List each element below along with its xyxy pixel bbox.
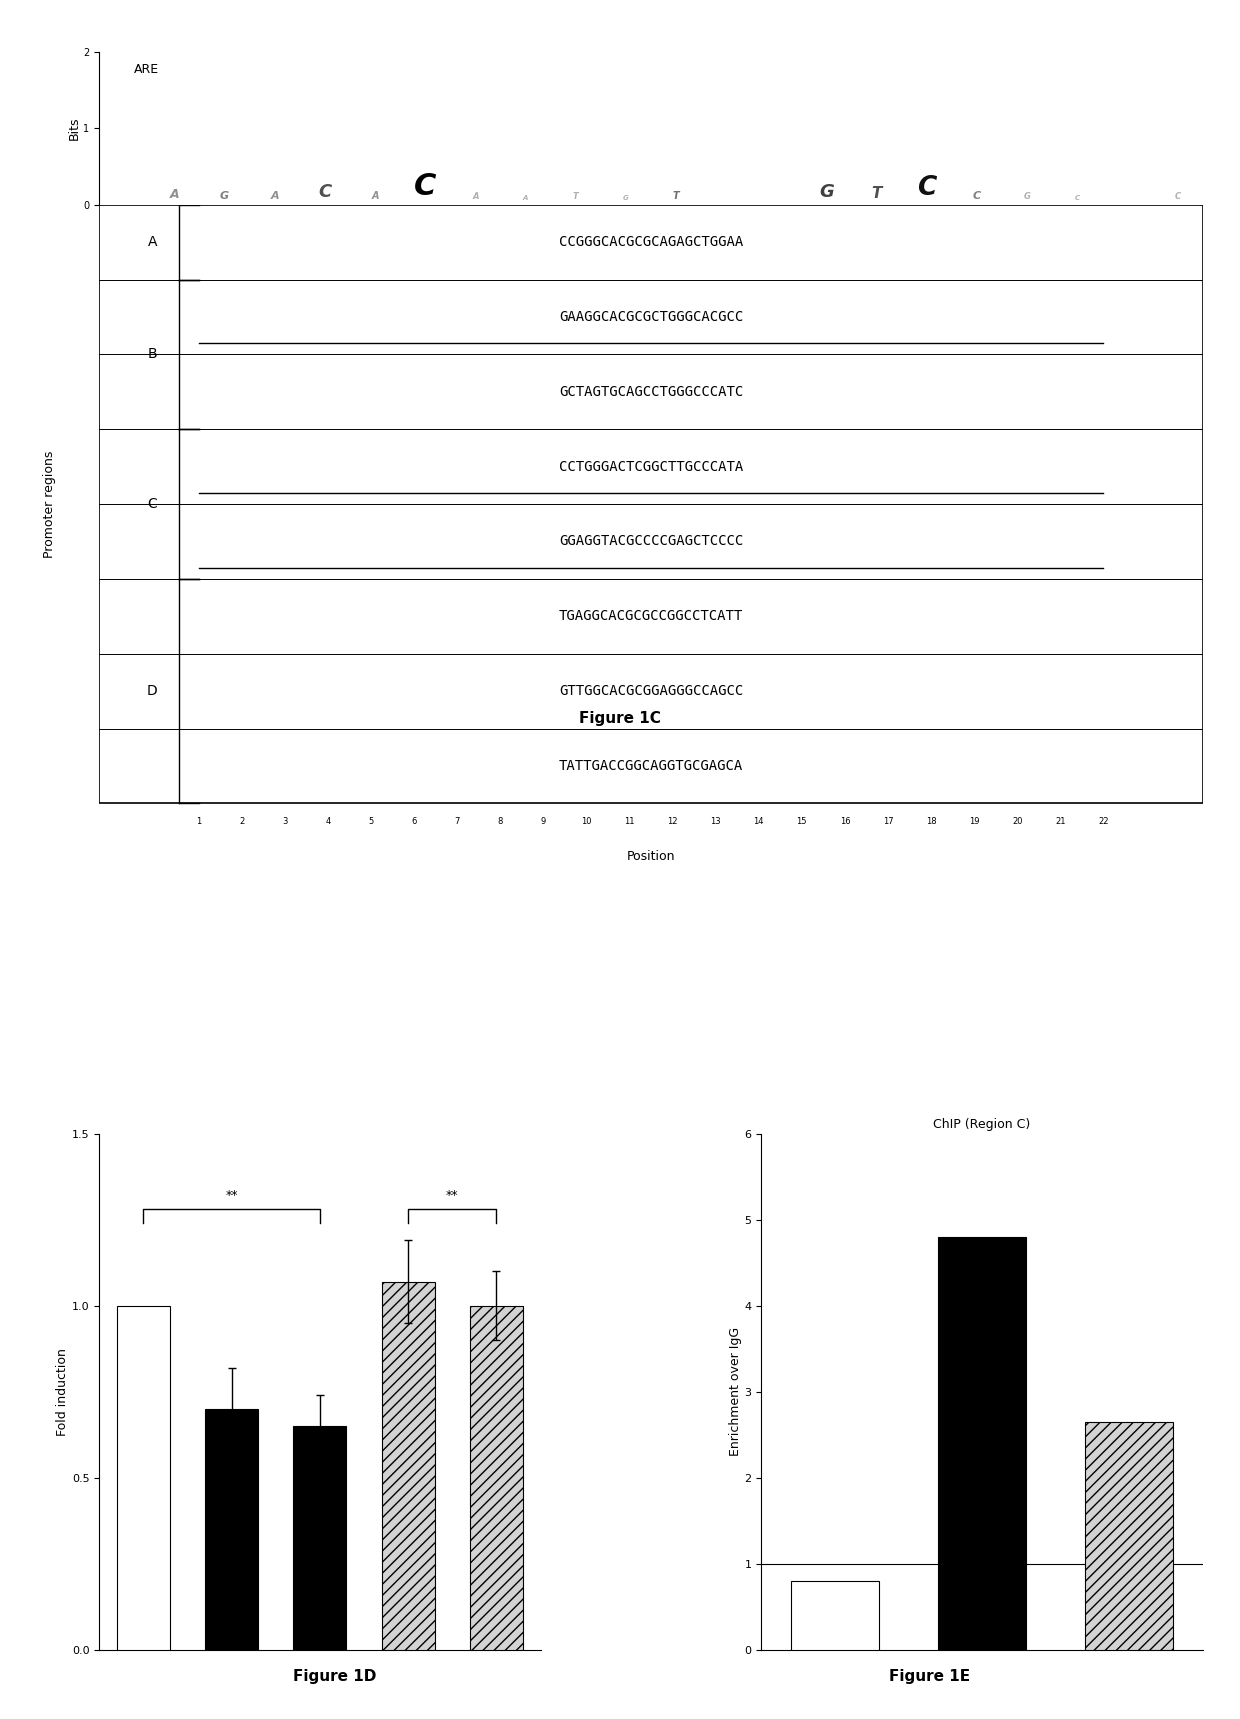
Text: Figure 1E: Figure 1E	[889, 1669, 971, 1683]
Text: CCTGGGACTCGGCTTGCCCATA: CCTGGGACTCGGCTTGCCCATA	[559, 459, 743, 474]
Bar	[791, 1581, 879, 1650]
Text: A: A	[523, 194, 528, 201]
Text: T: T	[872, 186, 882, 201]
Text: 6: 6	[412, 817, 417, 825]
Bar	[99, 205, 1203, 803]
Text: **: **	[446, 1190, 459, 1202]
Text: C: C	[918, 175, 936, 201]
Text: 18: 18	[926, 817, 936, 825]
Text: A: A	[472, 193, 479, 201]
Text: C: C	[1174, 193, 1180, 201]
Text: 16: 16	[839, 817, 851, 825]
Text: TATTGACCGGCAGGTGCGAGCA: TATTGACCGGCAGGTGCGAGCA	[559, 760, 743, 774]
Text: A: A	[170, 187, 180, 201]
Text: A: A	[270, 191, 279, 201]
Text: A: A	[371, 191, 379, 201]
Text: 15: 15	[796, 817, 807, 825]
Text: 1: 1	[196, 817, 201, 825]
Text: Figure 1D: Figure 1D	[293, 1669, 377, 1683]
Text: C: C	[319, 182, 331, 201]
Text: Figure 1C: Figure 1C	[579, 712, 661, 725]
Text: G: G	[219, 191, 229, 201]
Text: **: **	[226, 1190, 238, 1202]
Text: G: G	[622, 194, 629, 201]
Text: GAAGGCACGCGCTGGGCACGCC: GAAGGCACGCGCTGGGCACGCC	[559, 309, 743, 323]
Text: 10: 10	[582, 817, 591, 825]
Text: 9: 9	[541, 817, 546, 825]
Text: C: C	[1075, 194, 1080, 201]
Text: 14: 14	[754, 817, 764, 825]
Text: 4: 4	[325, 817, 330, 825]
Text: D: D	[146, 684, 157, 698]
Text: 5: 5	[368, 817, 373, 825]
Text: Position: Position	[626, 849, 676, 863]
Text: TGAGGCACGCGCCGGCCTCATT: TGAGGCACGCGCCGGCCTCATT	[559, 609, 743, 624]
Text: 19: 19	[968, 817, 980, 825]
Y-axis label: Bits: Bits	[67, 117, 81, 139]
Bar	[937, 1238, 1027, 1650]
Text: B: B	[148, 347, 157, 361]
Text: 12: 12	[667, 817, 678, 825]
Text: G: G	[820, 182, 835, 201]
Bar	[1085, 1422, 1173, 1650]
Text: 17: 17	[883, 817, 893, 825]
Text: 20: 20	[1012, 817, 1023, 825]
Y-axis label: Fold induction: Fold induction	[56, 1348, 69, 1435]
Text: 13: 13	[711, 817, 720, 825]
Text: 11: 11	[624, 817, 635, 825]
Text: T: T	[573, 193, 579, 201]
Text: GCTAGTGCAGCCTGGGCCCATC: GCTAGTGCAGCCTGGGCCCATC	[559, 385, 743, 399]
Text: T: T	[673, 191, 680, 201]
Title: ChIP (Region C): ChIP (Region C)	[934, 1117, 1030, 1131]
Text: GTTGGCACGCGGAGGGCCAGCC: GTTGGCACGCGGAGGGCCAGCC	[559, 684, 743, 698]
Text: G: G	[1024, 193, 1030, 201]
Text: 21: 21	[1055, 817, 1065, 825]
Text: GGAGGTACGCCCCGAGCTCCCC: GGAGGTACGCCCCGAGCTCCCC	[559, 535, 743, 548]
Text: 3: 3	[281, 817, 288, 825]
Text: 7: 7	[454, 817, 460, 825]
Bar	[205, 1410, 258, 1650]
Text: CCGGGCACGCGCAGAGCTGGAA: CCGGGCACGCGCAGAGCTGGAA	[559, 236, 743, 249]
Text: 22: 22	[1099, 817, 1109, 825]
Y-axis label: Enrichment over IgG: Enrichment over IgG	[729, 1327, 742, 1456]
Text: ARE: ARE	[134, 64, 160, 76]
Text: C: C	[973, 191, 981, 201]
Text: C: C	[414, 172, 436, 201]
Bar	[470, 1306, 523, 1650]
Text: C: C	[148, 497, 157, 511]
Bar	[294, 1427, 346, 1650]
Text: 2: 2	[239, 817, 244, 825]
Text: 8: 8	[497, 817, 503, 825]
Text: A: A	[148, 236, 157, 249]
Bar	[117, 1306, 170, 1650]
Bar	[382, 1282, 435, 1650]
Text: Promoter regions: Promoter regions	[43, 450, 56, 557]
